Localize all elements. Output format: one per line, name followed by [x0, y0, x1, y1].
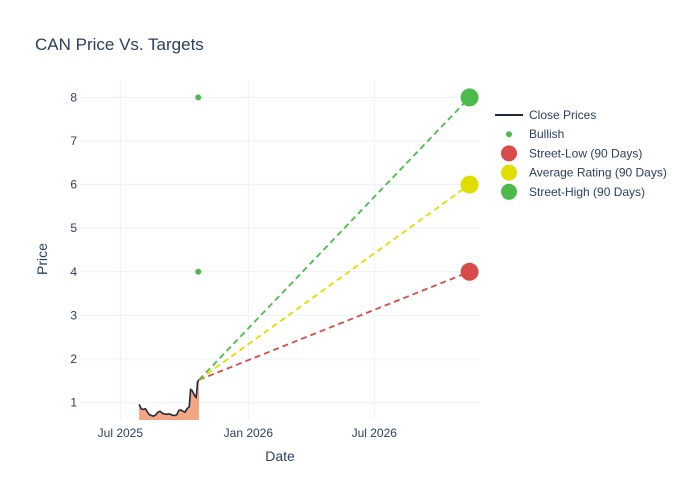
legend-item[interactable]: Street-High (90 Days) [501, 183, 645, 200]
y-tick-label: 6 [70, 178, 77, 192]
legend-circle-swatch [501, 164, 517, 181]
close-price-line [138, 379, 200, 417]
average-rating-90-days-marker [460, 175, 479, 194]
street-high-90-days-marker [460, 88, 479, 107]
legend-item[interactable]: Bullish [506, 127, 564, 141]
legend-label: Street-Low (90 Days) [529, 146, 642, 160]
street-low-90-days-marker [460, 262, 479, 281]
y-tick-label: 4 [70, 265, 77, 279]
y-tick-label: 5 [70, 221, 77, 235]
average-rating-90-days-line [198, 183, 471, 381]
y-tick-label: 1 [70, 396, 77, 410]
legend-item[interactable]: Close Prices [495, 108, 596, 122]
y-tick-label: 2 [70, 352, 77, 366]
y-axis-title: Price [34, 243, 50, 275]
legend-circle-swatch [501, 183, 517, 200]
y-tick-label: 3 [70, 308, 77, 322]
street-high-90-days-line [198, 96, 471, 381]
legend-item[interactable]: Average Rating (90 Days) [501, 164, 667, 181]
close-price-line-group [138, 379, 200, 417]
markers [195, 88, 479, 281]
legend-label: Average Rating (90 Days) [529, 166, 667, 180]
bullish-marker [195, 268, 202, 275]
legend-label: Bullish [529, 127, 564, 141]
legend-item[interactable]: Street-Low (90 Days) [501, 145, 642, 162]
x-tick-label: Jul 2025 [98, 426, 144, 440]
y-tick-label: 7 [70, 134, 77, 148]
x-tick-label: Jul 2026 [352, 426, 398, 440]
close-price-area [139, 379, 199, 420]
close-price-fill [139, 379, 199, 420]
street-low-90-days-line [198, 270, 470, 381]
x-axis-title: Date [265, 448, 295, 464]
legend-label: Street-High (90 Days) [529, 185, 645, 199]
target-lines [198, 96, 471, 381]
legend-label: Close Prices [529, 108, 596, 122]
grid [80, 80, 480, 420]
legend-dot-swatch [506, 131, 512, 138]
axis-ticks: 1 2 3 4 5 6 7 8 Jul 2025 Jan 2026 Jul 2026 [70, 90, 397, 440]
bullish-marker [195, 94, 202, 101]
legend[interactable]: Close Prices Bullish Street-Low (90 Days) A… [495, 108, 667, 200]
chart-title: CAN Price Vs. Targets [35, 35, 204, 54]
y-tick-label: 8 [70, 90, 77, 104]
x-tick-label: Jan 2026 [224, 426, 274, 440]
legend-circle-swatch [501, 145, 517, 162]
